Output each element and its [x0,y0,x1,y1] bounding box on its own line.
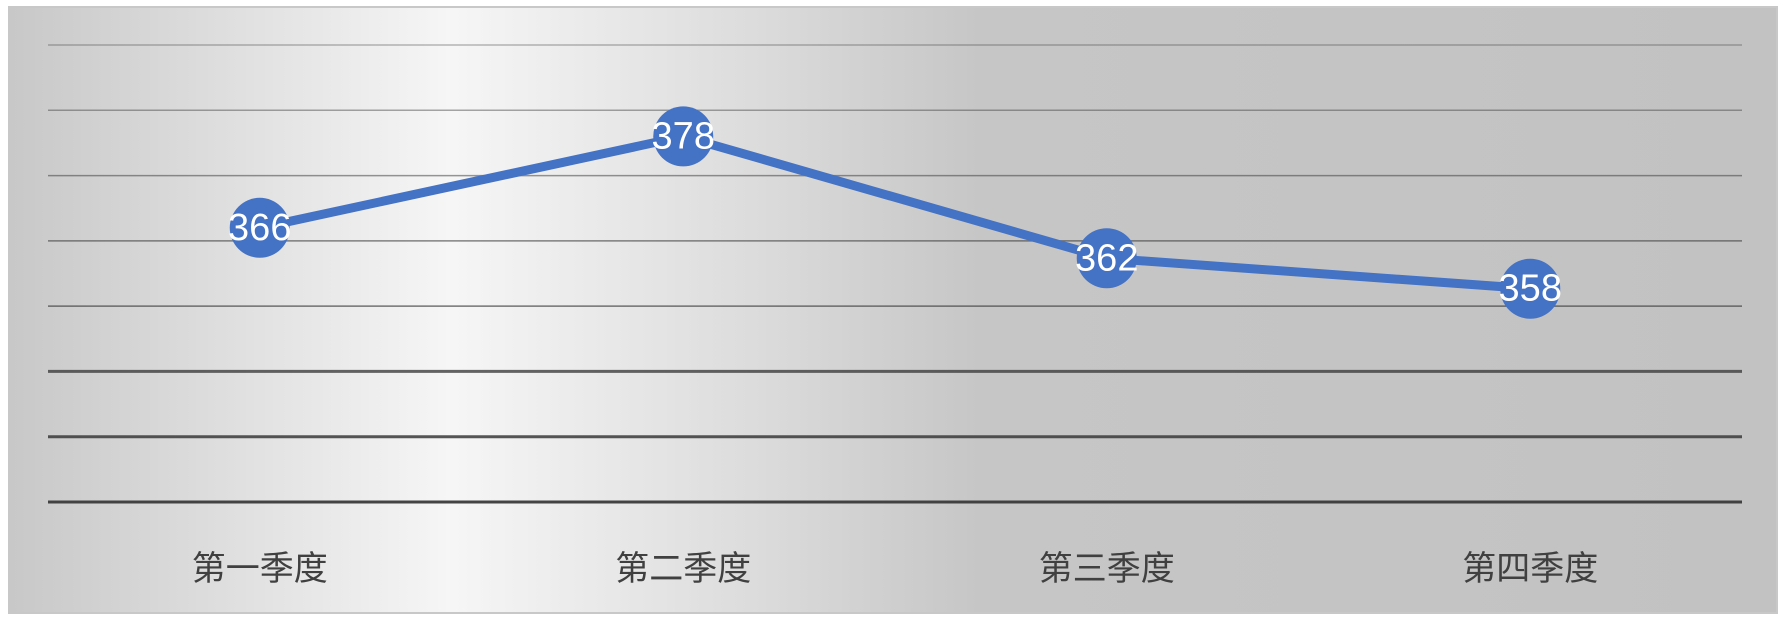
data-markers [229,106,1561,319]
category-axis-labels: 第一季度 第二季度 第三季度 第四季度 [192,549,1599,589]
data-label-2: 362 [1075,237,1138,279]
data-label-1: 378 [652,115,715,157]
data-point-1 [653,106,714,167]
data-labels: 366 378 362 358 [228,115,1562,309]
data-label-0: 366 [228,207,291,249]
data-point-3 [1500,258,1561,319]
series-line-group [255,131,1535,294]
series-line [255,131,1535,294]
data-point-2 [1076,228,1137,289]
category-label-0: 第一季度 [192,549,328,589]
category-label-1: 第二季度 [615,549,751,589]
data-point-0 [229,197,290,258]
gridlines [48,44,1742,504]
data-label-3: 358 [1499,268,1562,310]
category-label-2: 第三季度 [1039,549,1175,589]
category-label-3: 第四季度 [1462,549,1598,589]
chart-frame [8,6,1778,614]
